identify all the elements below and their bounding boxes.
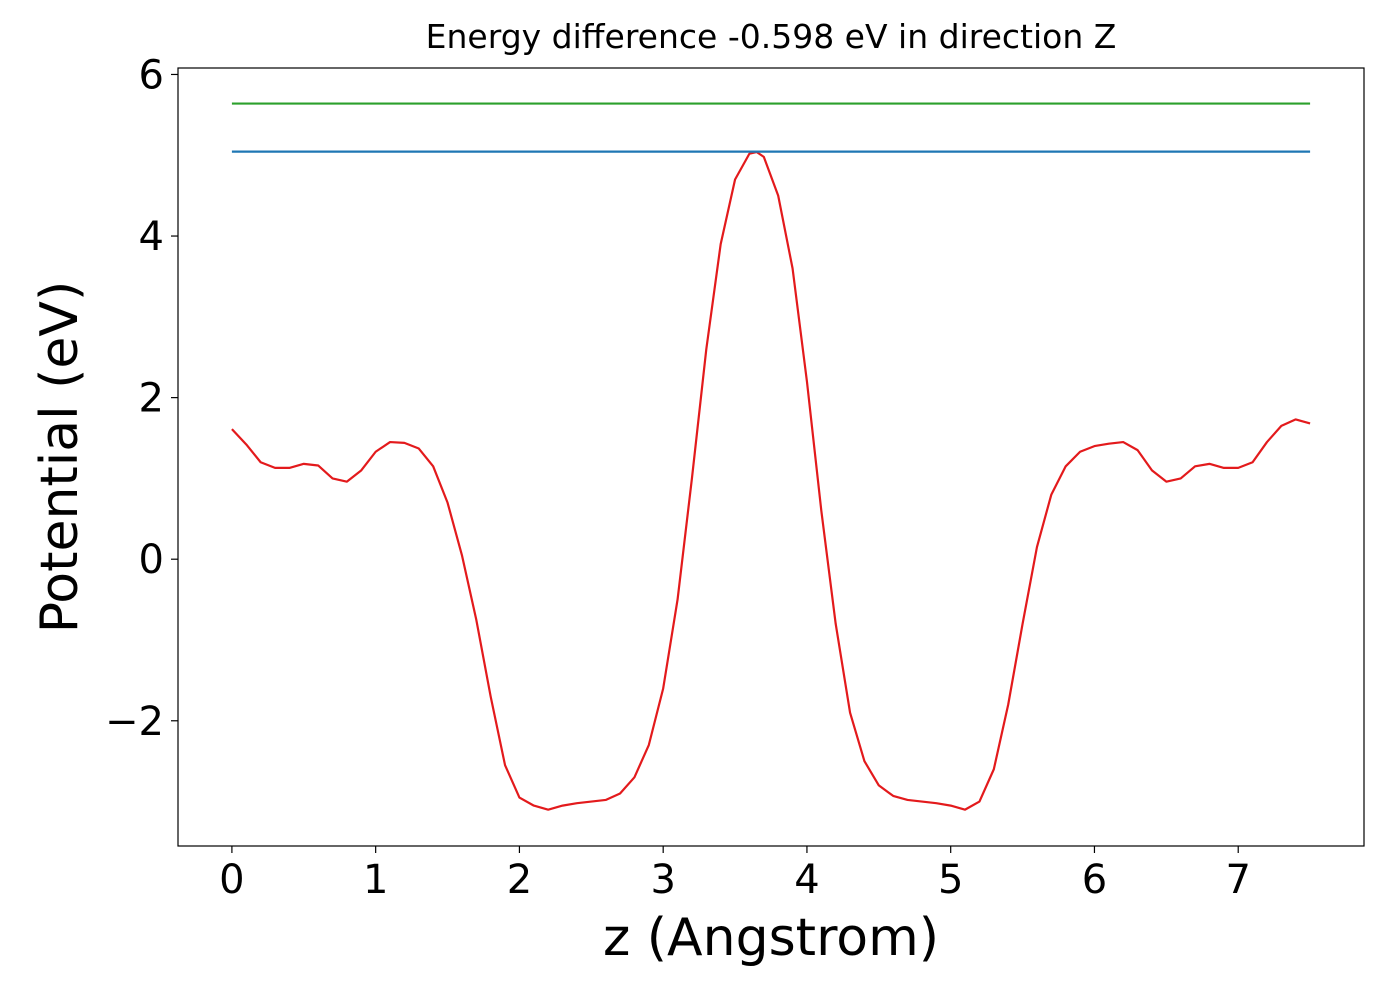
y-tick-label: 0 bbox=[139, 537, 164, 583]
y-tick-label: 4 bbox=[139, 214, 164, 260]
x-tick-label: 7 bbox=[1225, 857, 1250, 903]
x-tick-label: 4 bbox=[794, 857, 819, 903]
x-tick-label: 3 bbox=[650, 857, 675, 903]
plot-frame bbox=[177, 67, 1365, 847]
x-tick-label: 5 bbox=[938, 857, 963, 903]
x-tick-label: 1 bbox=[363, 857, 388, 903]
x-tick-label: 0 bbox=[219, 857, 244, 903]
y-axis-label: Potential (eV) bbox=[30, 281, 90, 633]
x-axis-label: z (Angstrom) bbox=[603, 908, 939, 968]
x-tick-label: 6 bbox=[1082, 857, 1107, 903]
y-tick-label: −2 bbox=[105, 699, 164, 745]
y-tick-label: 2 bbox=[139, 376, 164, 422]
chart-title: Energy difference -0.598 eV in direction… bbox=[426, 17, 1117, 56]
x-tick-label: 2 bbox=[507, 857, 532, 903]
series-line bbox=[231, 150, 1311, 811]
y-tick-label: 6 bbox=[139, 52, 164, 98]
